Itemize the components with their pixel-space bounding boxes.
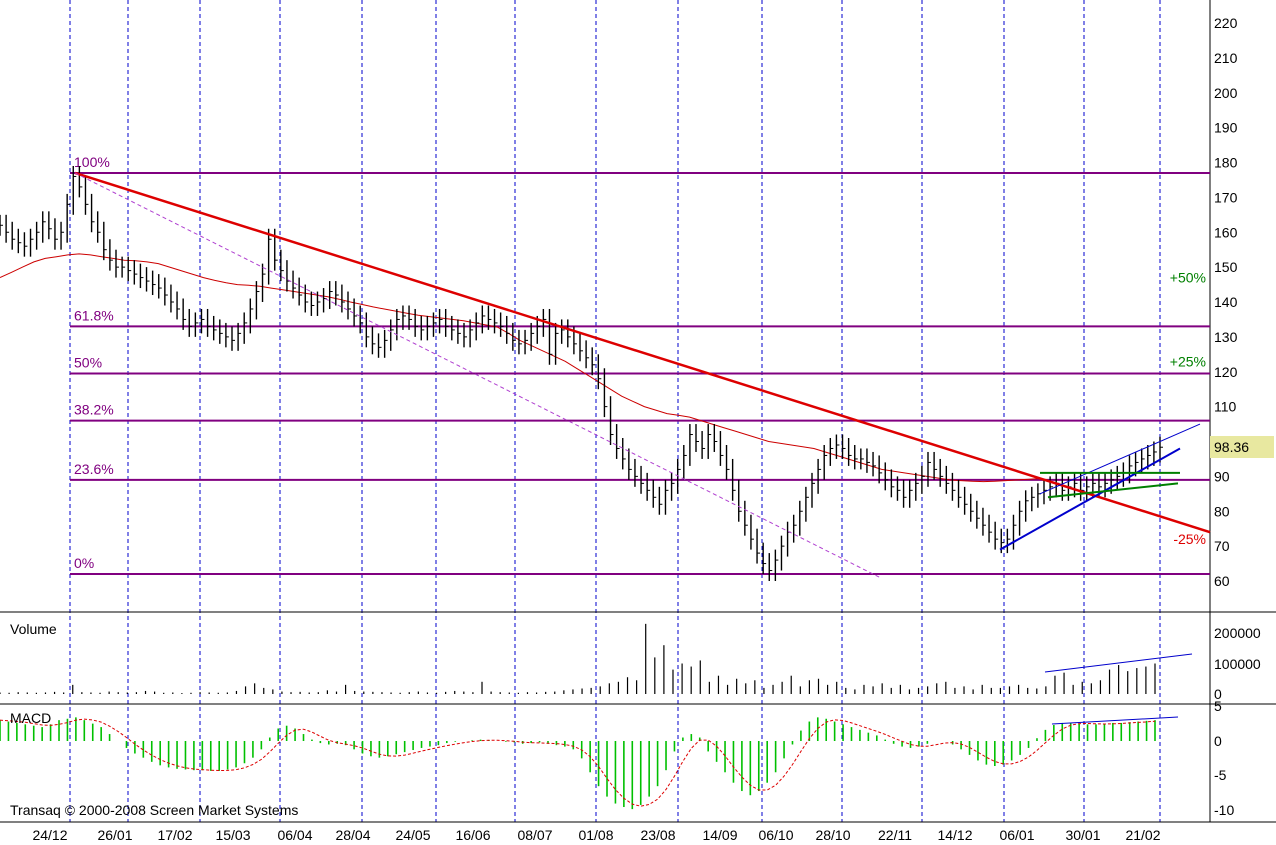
price-axis-label-15: 210 (1214, 50, 1238, 66)
x-axis-labels: 24/12 26/01 17/02 15/03 06/04 28/04 24/05 16/06… (32, 827, 1160, 843)
x-axis-label-18: 21/02 (1125, 827, 1160, 843)
macd-signal-line (0, 718, 1156, 807)
price-axis-label-6: 120 (1214, 364, 1238, 380)
fib-label-1: 61.8% (74, 307, 114, 323)
fib-label-4: 23.6% (74, 461, 114, 477)
macd-axis-label-0: -10 (1214, 802, 1234, 818)
price-axis-label-13: 190 (1214, 120, 1238, 136)
volume-axis-label-0: 0 (1214, 686, 1222, 702)
price-axis-label-9: 150 (1214, 259, 1238, 275)
x-axis-label-13: 28/10 (815, 827, 850, 843)
x-axis-label-0: 24/12 (32, 827, 67, 843)
price-axis-label-0: 60 (1214, 573, 1230, 589)
x-axis-label-16: 06/01 (999, 827, 1034, 843)
x-axis-label-5: 28/04 (335, 827, 370, 843)
x-axis-label-1: 26/01 (97, 827, 132, 843)
price-axis-label-3: 90 (1214, 468, 1230, 484)
macd-axis-label-3: 5 (1214, 698, 1222, 714)
price-axis-label-2: 80 (1214, 503, 1230, 519)
x-axis-label-14: 22/11 (878, 827, 912, 843)
last-price-badge[interactable] (1210, 436, 1274, 458)
volume-axis-label-2: 200000 (1214, 625, 1261, 641)
x-axis-label-15: 14/12 (937, 827, 972, 843)
x-axis-label-11: 14/09 (702, 827, 737, 843)
fib-label-2: 50% (74, 354, 102, 370)
target-label-2: -25% (1173, 531, 1206, 547)
target-label-0: +50% (1170, 270, 1206, 286)
x-axis-label-8: 08/07 (517, 827, 552, 843)
vertical-grid-lines (69, 0, 1161, 822)
x-axis-label-6: 24/05 (395, 827, 430, 843)
y-axis-labels: 6070809010011012013014015016017018019020… (1214, 15, 1261, 818)
fib-label-3: 38.2% (74, 402, 114, 418)
macd-axis-label-2: 0 (1214, 733, 1222, 749)
price-axis-label-5: 110 (1214, 399, 1237, 415)
price-axis-label-8: 140 (1214, 294, 1238, 310)
fib-label-5: 0% (74, 555, 94, 571)
macd-histogram (0, 716, 1179, 810)
price-axis-label-14: 200 (1214, 85, 1238, 101)
uptrend-line-thick (999, 447, 1181, 551)
price-axis-label-10: 160 (1214, 224, 1238, 240)
price-axis-label-1: 70 (1214, 538, 1230, 554)
volume-trend-line (1044, 653, 1193, 673)
x-axis-label-17: 30/01 (1065, 827, 1100, 843)
macd-trend-line (1051, 716, 1179, 725)
last-price-label: 98.36 (1214, 439, 1249, 455)
x-axis-label-2: 17/02 (157, 827, 192, 843)
price-axis-label-16: 220 (1214, 15, 1238, 31)
fibonacci-levels: 100% 61.8% 50% 38.2% 23.6% 0% +50% +25% -25% (70, 154, 1210, 576)
fib-label-0: 100% (74, 154, 110, 170)
price-bars (0, 165, 1163, 581)
uptrend-line-thin (1039, 423, 1201, 495)
x-axis-label-12: 06/10 (758, 827, 793, 843)
volume-axis-label-1: 100000 (1214, 656, 1261, 672)
dashed-channel-line (74, 172, 881, 578)
x-axis-label-7: 16/06 (455, 827, 490, 843)
trend-lines (74, 171, 1211, 578)
price-axis-label-11: 170 (1214, 189, 1238, 205)
x-axis-label-3: 15/03 (215, 827, 250, 843)
macd-title: MACD (10, 710, 51, 726)
macd-axis-label-1: -5 (1214, 767, 1227, 783)
x-axis-label-4: 06/04 (277, 827, 312, 843)
panel-frames (0, 0, 1276, 823)
x-axis-label-10: 23/08 (640, 827, 675, 843)
volume-bars (0, 623, 1193, 694)
copyright-text: Transaq © 2000-2008 Screen Market System… (10, 802, 298, 818)
price-axis-label-12: 180 (1214, 155, 1238, 171)
target-label-1: +25% (1170, 353, 1206, 369)
volume-title: Volume (10, 621, 57, 637)
support-line-green (1047, 482, 1179, 499)
main-downtrend-line (74, 171, 1211, 534)
x-axis-label-9: 01/08 (578, 827, 613, 843)
price-axis-label-7: 130 (1214, 329, 1238, 345)
